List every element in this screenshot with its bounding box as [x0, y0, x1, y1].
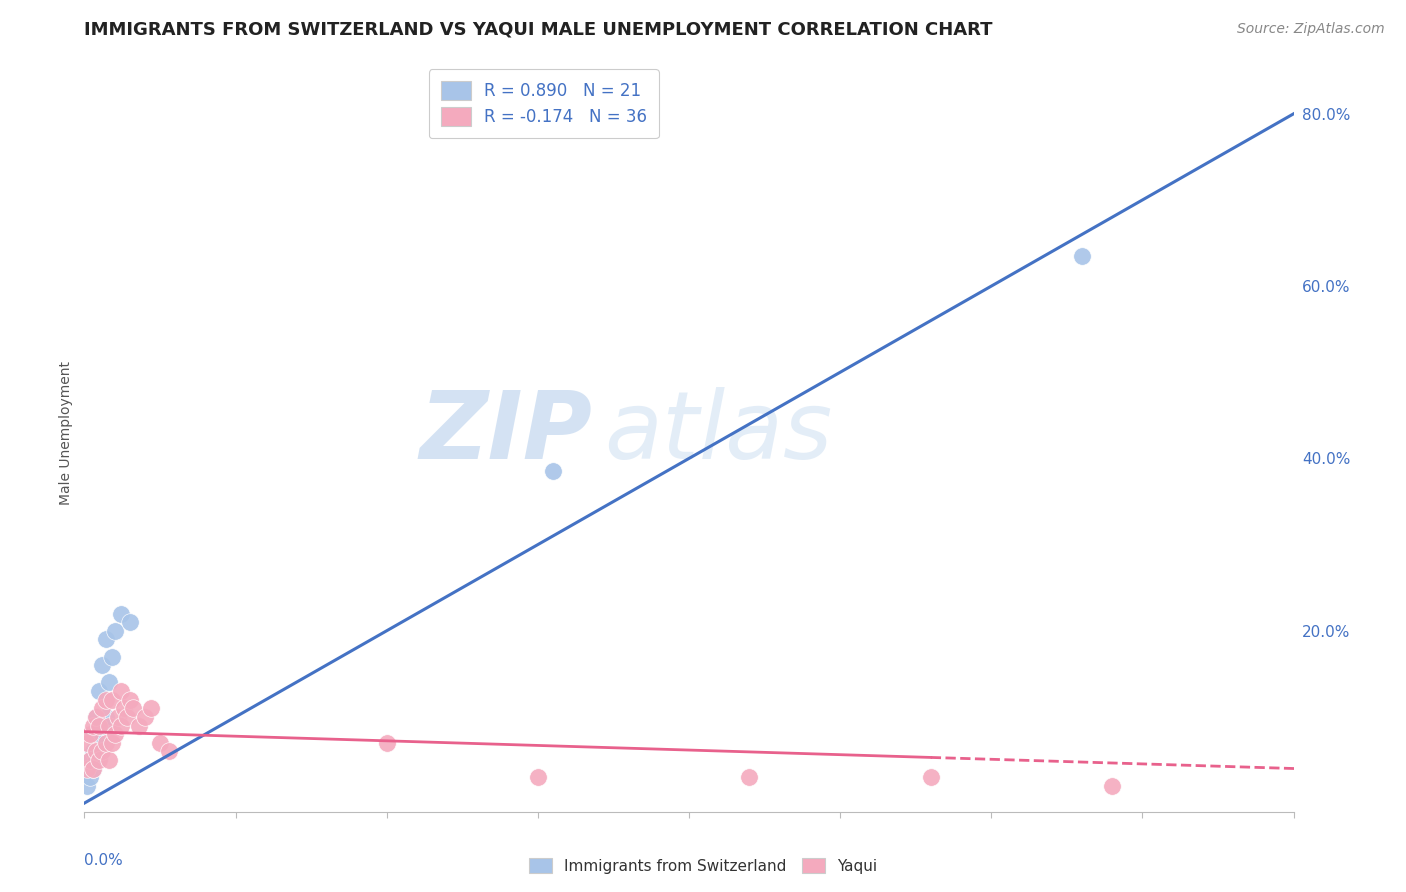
- Point: [110, 684, 132, 698]
- Point: [79, 753, 101, 767]
- Text: Source: ZipAtlas.com: Source: ZipAtlas.com: [1237, 22, 1385, 37]
- Point: [76, 762, 98, 776]
- Point: [104, 727, 127, 741]
- Point: [738, 770, 761, 784]
- Point: [82, 727, 104, 741]
- Point: [94, 710, 117, 724]
- Point: [86, 744, 108, 758]
- Point: [97, 675, 120, 690]
- Point: [82, 762, 104, 776]
- Point: [121, 701, 143, 715]
- Point: [100, 736, 122, 750]
- Point: [541, 464, 564, 478]
- Point: [157, 744, 180, 758]
- Point: [375, 736, 398, 750]
- Point: [112, 701, 135, 715]
- Y-axis label: Male Unemployment: Male Unemployment: [59, 360, 73, 505]
- Point: [920, 770, 942, 784]
- Text: ZIP: ZIP: [419, 386, 592, 479]
- Point: [86, 710, 108, 724]
- Point: [82, 744, 104, 758]
- Point: [1101, 779, 1123, 793]
- Point: [82, 718, 104, 732]
- Point: [149, 736, 172, 750]
- Text: IMMIGRANTS FROM SWITZERLAND VS YAQUI MALE UNEMPLOYMENT CORRELATION CHART: IMMIGRANTS FROM SWITZERLAND VS YAQUI MAL…: [84, 21, 993, 38]
- Point: [139, 701, 162, 715]
- Point: [118, 615, 141, 630]
- Legend: Immigrants from Switzerland, Yaqui: Immigrants from Switzerland, Yaqui: [523, 852, 883, 880]
- Point: [79, 770, 101, 784]
- Point: [94, 692, 117, 706]
- Point: [89, 736, 111, 750]
- Point: [100, 692, 122, 706]
- Point: [86, 753, 108, 767]
- Point: [110, 607, 132, 621]
- Point: [100, 649, 122, 664]
- Point: [128, 718, 150, 732]
- Point: [91, 658, 114, 673]
- Point: [115, 710, 138, 724]
- Point: [94, 736, 117, 750]
- Point: [1071, 249, 1094, 263]
- Point: [104, 624, 127, 638]
- Point: [97, 753, 120, 767]
- Point: [79, 727, 101, 741]
- Text: 0.0%: 0.0%: [84, 854, 124, 869]
- Point: [76, 779, 98, 793]
- Point: [110, 718, 132, 732]
- Text: atlas: atlas: [605, 387, 832, 478]
- Point: [76, 736, 98, 750]
- Point: [82, 762, 104, 776]
- Point: [89, 718, 111, 732]
- Point: [107, 710, 129, 724]
- Point: [89, 684, 111, 698]
- Point: [91, 701, 114, 715]
- Point: [91, 744, 114, 758]
- Point: [79, 753, 101, 767]
- Point: [134, 710, 156, 724]
- Point: [86, 710, 108, 724]
- Point: [91, 718, 114, 732]
- Point: [118, 692, 141, 706]
- Point: [527, 770, 550, 784]
- Point: [97, 718, 120, 732]
- Point: [89, 753, 111, 767]
- Point: [94, 632, 117, 647]
- Legend: R = 0.890   N = 21, R = -0.174   N = 36: R = 0.890 N = 21, R = -0.174 N = 36: [429, 70, 658, 138]
